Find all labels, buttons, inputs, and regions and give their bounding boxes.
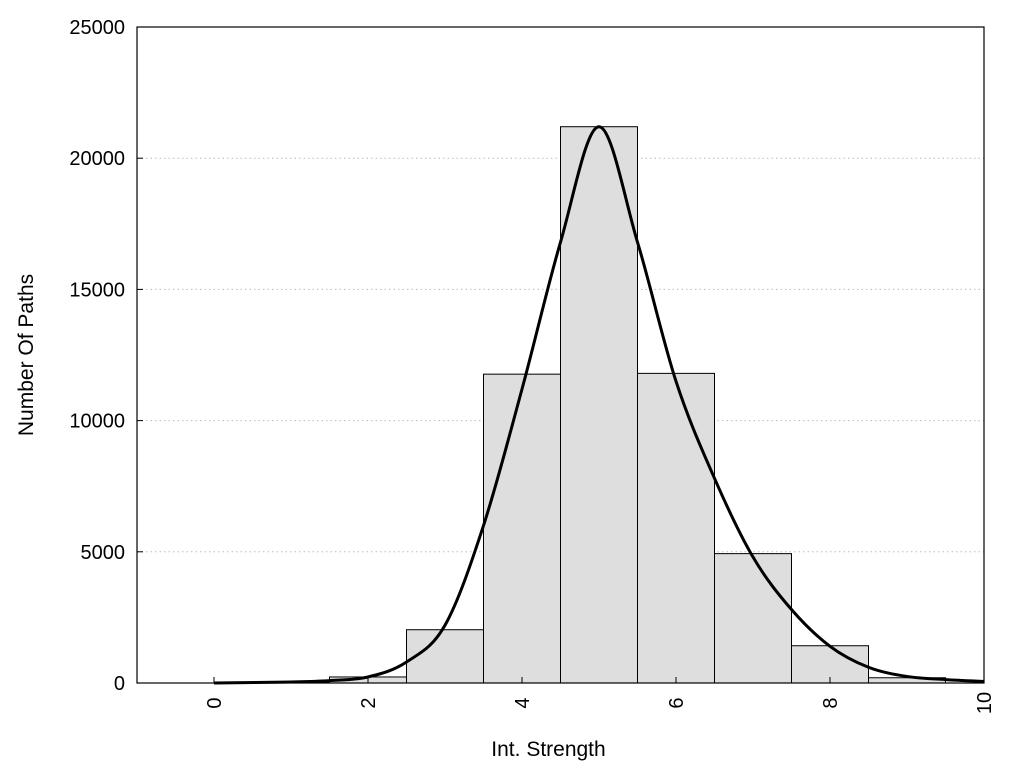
y-tick-label: 5000 (81, 542, 126, 564)
x-axis-title: Int. Strength (491, 738, 605, 761)
histogram-bar (406, 629, 484, 684)
histogram-bar (483, 373, 561, 684)
histogram-bar (714, 553, 792, 684)
x-tick-label: 8 (820, 697, 842, 708)
histogram-bar (791, 645, 869, 684)
plot-frame (136, 26, 985, 684)
x-tick-label: 10 (974, 692, 996, 714)
x-tick-label: 6 (666, 697, 688, 708)
x-tick-label: 4 (512, 697, 534, 708)
y-axis: 0 5000 10000 15000 20000 25000 (69, 17, 143, 695)
y-tick-label: 0 (114, 673, 125, 695)
histogram-bar (637, 372, 715, 684)
x-axis: 0 2 4 6 8 10 (204, 677, 996, 714)
y-tick-label: 20000 (69, 148, 125, 170)
y-axis-title: Number Of Paths (15, 274, 38, 436)
density-curve-layer (213, 125, 985, 685)
x-tick-label: 0 (204, 697, 226, 708)
y-tick-label: 10000 (69, 411, 125, 433)
x-tick-label: 2 (358, 697, 380, 708)
density-curve (213, 125, 985, 685)
y-tick-label: 25000 (69, 17, 125, 39)
y-tick-label: 15000 (69, 279, 125, 301)
histogram-bar (560, 126, 638, 684)
histogram-bars (252, 126, 946, 684)
